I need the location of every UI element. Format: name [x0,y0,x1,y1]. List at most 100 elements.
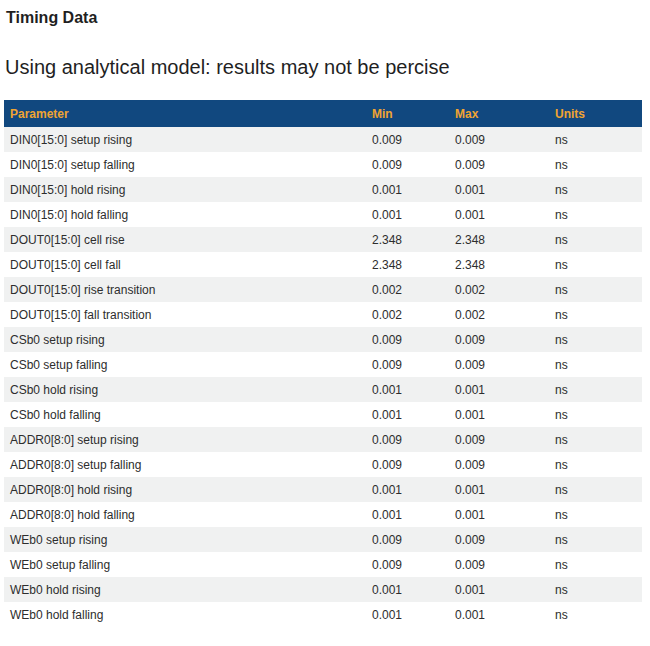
table-row: CSb0 hold rising0.0010.001ns [4,377,642,402]
cell-max: 0.001 [449,402,549,427]
cell-min: 0.009 [366,127,449,152]
table-row: ADDR0[8:0] setup falling0.0090.009ns [4,452,642,477]
cell-parameter: CSb0 setup rising [4,327,366,352]
cell-units: ns [549,352,642,377]
cell-units: ns [549,302,642,327]
table-row: WEb0 setup rising0.0090.009ns [4,527,642,552]
cell-parameter: ADDR0[8:0] setup rising [4,427,366,452]
cell-units: ns [549,252,642,277]
table-row: DOUT0[15:0] rise transition0.0020.002ns [4,277,642,302]
table-row: ADDR0[8:0] hold falling0.0010.001ns [4,502,642,527]
cell-units: ns [549,427,642,452]
cell-max: 0.009 [449,452,549,477]
cell-min: 2.348 [366,227,449,252]
cell-min: 0.001 [366,502,449,527]
table-row: DIN0[15:0] hold rising0.0010.001ns [4,177,642,202]
cell-units: ns [549,602,642,627]
cell-units: ns [549,452,642,477]
table-row: ADDR0[8:0] hold rising0.0010.001ns [4,477,642,502]
cell-min: 0.009 [366,152,449,177]
cell-units: ns [549,177,642,202]
cell-units: ns [549,577,642,602]
cell-parameter: ADDR0[8:0] hold rising [4,477,366,502]
cell-units: ns [549,277,642,302]
timing-data-table: Parameter Min Max Units DIN0[15:0] setup… [4,100,642,627]
cell-parameter: WEb0 setup rising [4,527,366,552]
cell-parameter: DOUT0[15:0] cell rise [4,227,366,252]
column-header-units: Units [549,100,642,127]
cell-parameter: ADDR0[8:0] setup falling [4,452,366,477]
cell-units: ns [549,152,642,177]
table-body: DIN0[15:0] setup rising0.0090.009nsDIN0[… [4,127,642,627]
cell-parameter: DIN0[15:0] hold rising [4,177,366,202]
table-header-row: Parameter Min Max Units [4,100,642,127]
table-row: DOUT0[15:0] fall transition0.0020.002ns [4,302,642,327]
cell-units: ns [549,202,642,227]
cell-units: ns [549,227,642,252]
cell-max: 0.002 [449,302,549,327]
cell-min: 0.001 [366,577,449,602]
cell-parameter: CSb0 setup falling [4,352,366,377]
cell-max: 0.001 [449,602,549,627]
cell-max: 0.002 [449,277,549,302]
cell-parameter: WEb0 setup falling [4,552,366,577]
cell-units: ns [549,552,642,577]
cell-max: 0.009 [449,427,549,452]
cell-min: 0.001 [366,402,449,427]
cell-parameter: DOUT0[15:0] fall transition [4,302,366,327]
cell-min: 0.009 [366,327,449,352]
cell-min: 0.009 [366,452,449,477]
cell-max: 2.348 [449,252,549,277]
cell-min: 0.009 [366,527,449,552]
column-header-min: Min [366,100,449,127]
table-row: DIN0[15:0] setup falling0.0090.009ns [4,152,642,177]
table-row: DIN0[15:0] hold falling0.0010.001ns [4,202,642,227]
table-row: CSb0 setup rising0.0090.009ns [4,327,642,352]
cell-min: 0.001 [366,602,449,627]
report-page: Timing Data Using analytical model: resu… [0,9,650,627]
cell-max: 0.009 [449,327,549,352]
cell-parameter: DIN0[15:0] hold falling [4,202,366,227]
cell-max: 0.009 [449,552,549,577]
cell-max: 0.001 [449,177,549,202]
cell-parameter: DIN0[15:0] setup rising [4,127,366,152]
cell-units: ns [549,527,642,552]
cell-max: 0.001 [449,202,549,227]
cell-parameter: CSb0 hold falling [4,402,366,427]
cell-parameter: WEb0 hold falling [4,602,366,627]
page-title: Timing Data [6,9,647,27]
cell-max: 0.001 [449,502,549,527]
cell-min: 0.002 [366,302,449,327]
cell-parameter: ADDR0[8:0] hold falling [4,502,366,527]
cell-min: 0.001 [366,377,449,402]
cell-parameter: DOUT0[15:0] cell fall [4,252,366,277]
table-row: DOUT0[15:0] cell fall2.3482.348ns [4,252,642,277]
cell-min: 0.001 [366,177,449,202]
cell-max: 0.009 [449,352,549,377]
table-row: WEb0 hold falling0.0010.001ns [4,602,642,627]
cell-max: 2.348 [449,227,549,252]
table-row: DIN0[15:0] setup rising0.0090.009ns [4,127,642,152]
cell-max: 0.009 [449,152,549,177]
cell-units: ns [549,502,642,527]
table-row: ADDR0[8:0] setup rising0.0090.009ns [4,427,642,452]
table-row: CSb0 setup falling0.0090.009ns [4,352,642,377]
cell-max: 0.009 [449,527,549,552]
cell-min: 2.348 [366,252,449,277]
cell-parameter: WEb0 hold rising [4,577,366,602]
cell-units: ns [549,402,642,427]
cell-min: 0.001 [366,202,449,227]
column-header-max: Max [449,100,549,127]
table-row: CSb0 hold falling0.0010.001ns [4,402,642,427]
cell-units: ns [549,127,642,152]
cell-min: 0.009 [366,552,449,577]
cell-parameter: DOUT0[15:0] rise transition [4,277,366,302]
cell-min: 0.009 [366,427,449,452]
page-subtitle: Using analytical model: results may not … [5,56,647,79]
cell-min: 0.001 [366,477,449,502]
table-row: WEb0 hold rising0.0010.001ns [4,577,642,602]
cell-min: 0.002 [366,277,449,302]
cell-max: 0.001 [449,477,549,502]
table-row: DOUT0[15:0] cell rise2.3482.348ns [4,227,642,252]
column-header-parameter: Parameter [4,100,366,127]
